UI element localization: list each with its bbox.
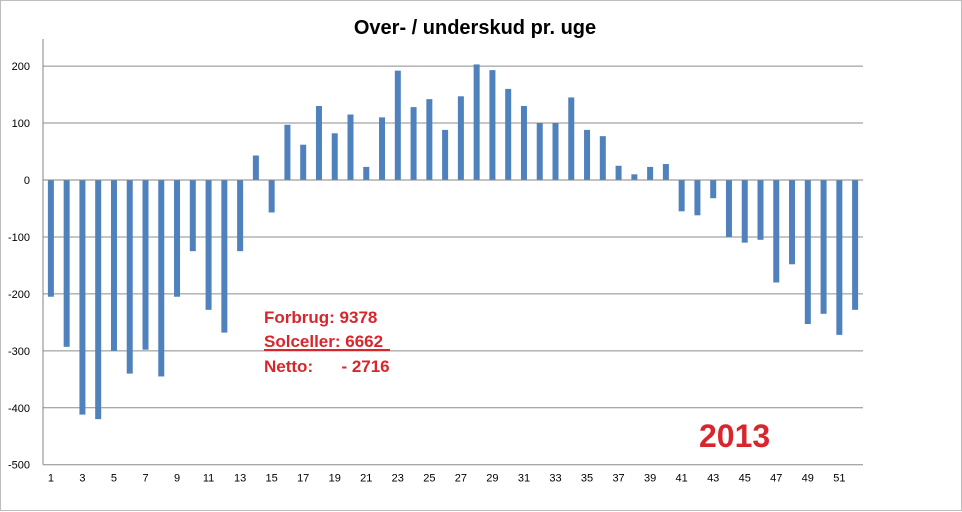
bar-week-31 [520, 105, 527, 180]
y-tick-label: -300 [8, 346, 30, 358]
bar-week-40 [662, 164, 669, 180]
x-tick-label: 27 [455, 473, 467, 485]
x-tick-label: 35 [581, 473, 593, 485]
bar-week-51 [836, 180, 843, 335]
bar-week-28 [473, 64, 480, 180]
x-tick-label: 41 [676, 473, 688, 485]
x-tick-label: 39 [644, 473, 656, 485]
bar-week-26 [442, 129, 449, 180]
y-tick-labels: -500 -400 -300 -200 -100 0 100 200 [8, 61, 30, 472]
bar-week-6 [126, 180, 133, 374]
y-tick-label: -400 [8, 403, 30, 415]
annotation-solceller: Solceller: 6662 [264, 332, 383, 351]
bar-week-23 [394, 70, 401, 180]
bar-week-43 [710, 180, 717, 199]
x-tick-label: 29 [486, 473, 498, 485]
bar-week-27 [457, 96, 464, 180]
x-tick-label: 1 [48, 473, 54, 485]
x-tick-label: 33 [549, 473, 561, 485]
bar-week-41 [678, 180, 685, 212]
x-tick-label: 37 [612, 473, 624, 485]
bar-week-46 [757, 180, 764, 240]
bars [47, 64, 859, 420]
bar-week-45 [741, 180, 748, 243]
bar-week-38 [631, 174, 638, 180]
y-tick-label: -100 [8, 232, 30, 244]
bar-week-15 [268, 180, 275, 213]
bar-week-34 [568, 97, 575, 180]
x-tick-label: 19 [329, 473, 341, 485]
x-tick-label: 23 [392, 473, 404, 485]
bar-week-32 [536, 123, 543, 180]
bar-week-4 [95, 180, 102, 420]
bar-week-44 [725, 180, 732, 237]
x-tick-labels: 1 3 5 7 9 11 13 15 17 19 21 23 25 27 29 31 33 35 37 39 41 43 4… [48, 473, 846, 485]
bar-week-14 [252, 155, 259, 180]
x-tick-label: 3 [79, 473, 85, 485]
bar-week-1 [47, 180, 54, 297]
y-tick-label: -500 [8, 460, 30, 472]
x-tick-label: 49 [802, 473, 814, 485]
bar-week-39 [647, 166, 654, 180]
bar-week-50 [820, 180, 827, 314]
bar-week-42 [694, 180, 701, 216]
bar-week-16 [284, 124, 291, 180]
annotation-netto: Netto: - 2716 [264, 357, 390, 376]
annotation-forbrug: Forbrug: 9378 [264, 308, 377, 327]
bar-week-48 [789, 180, 796, 265]
bar-week-17 [300, 144, 307, 180]
bar-week-22 [379, 117, 386, 180]
x-tick-label: 5 [111, 473, 117, 485]
x-tick-label: 25 [423, 473, 435, 485]
bar-week-5 [110, 180, 117, 351]
bar-week-47 [773, 180, 780, 283]
y-tick-label: 0 [24, 175, 30, 187]
x-tick-label: 13 [234, 473, 246, 485]
x-tick-label: 11 [203, 473, 214, 485]
x-tick-label: 45 [739, 473, 751, 485]
x-tick-label: 9 [174, 473, 180, 485]
x-tick-label: 47 [770, 473, 782, 485]
bar-week-13 [237, 180, 244, 252]
x-tick-label: 17 [297, 473, 309, 485]
bar-week-49 [804, 180, 811, 325]
bar-week-37 [615, 165, 622, 180]
bar-week-33 [552, 123, 559, 180]
y-tick-label: -200 [8, 289, 30, 301]
bar-week-9 [174, 180, 181, 297]
bar-week-12 [221, 180, 228, 333]
bar-week-7 [142, 180, 149, 350]
gridlines [43, 65, 863, 466]
bar-week-21 [363, 166, 370, 180]
x-tick-label: 31 [518, 473, 530, 485]
bar-week-3 [79, 180, 86, 415]
bar-week-8 [158, 180, 165, 377]
bar-week-25 [426, 99, 433, 180]
x-tick-label: 21 [360, 473, 372, 485]
x-tick-label: 51 [833, 473, 845, 485]
bar-week-29 [489, 70, 496, 180]
bar-week-10 [189, 180, 196, 252]
x-tick-label: 43 [707, 473, 719, 485]
bar-week-52 [852, 180, 859, 310]
bar-week-20 [347, 114, 354, 180]
annotation-year: 2013 [699, 418, 770, 454]
x-tick-label: 15 [266, 473, 278, 485]
bar-week-19 [331, 133, 338, 180]
y-tick-label: 200 [12, 61, 30, 73]
chart-title: Over- / underskud pr. uge [354, 17, 596, 39]
bar-week-2 [63, 180, 70, 347]
bar-week-36 [599, 136, 606, 180]
bar-week-35 [584, 129, 591, 180]
x-tick-label: 7 [142, 473, 148, 485]
bar-week-30 [505, 88, 512, 180]
bar-week-18 [315, 105, 322, 180]
bar-week-24 [410, 107, 417, 180]
y-tick-label: 100 [12, 118, 30, 130]
bar-week-11 [205, 180, 212, 310]
